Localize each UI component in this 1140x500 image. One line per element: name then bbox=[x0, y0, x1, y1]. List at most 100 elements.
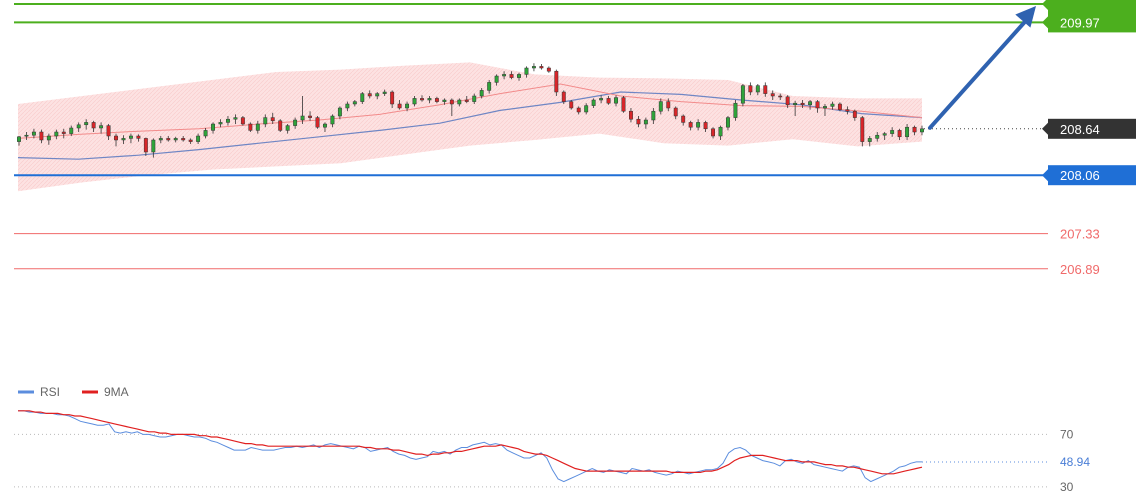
candle-body bbox=[808, 101, 813, 106]
candle bbox=[427, 96, 432, 104]
candle-body bbox=[830, 103, 835, 107]
candle bbox=[643, 117, 648, 129]
candle-body bbox=[875, 134, 880, 139]
candle bbox=[285, 124, 290, 134]
candle-body bbox=[211, 123, 215, 131]
candle bbox=[106, 124, 111, 140]
candle bbox=[823, 104, 827, 116]
candle-body bbox=[576, 107, 581, 113]
candle-body bbox=[479, 90, 484, 97]
candle-body bbox=[405, 103, 410, 109]
candle bbox=[248, 122, 253, 132]
candle bbox=[360, 92, 365, 104]
candle bbox=[211, 122, 215, 134]
candle bbox=[718, 125, 723, 140]
candle bbox=[128, 133, 133, 144]
candle-body bbox=[330, 115, 335, 125]
candle bbox=[733, 100, 738, 121]
candle-body bbox=[815, 101, 820, 109]
candle bbox=[61, 128, 66, 139]
moving-average-slow bbox=[17, 91, 923, 160]
candle bbox=[54, 129, 59, 140]
candle-body bbox=[920, 128, 924, 133]
candle bbox=[509, 71, 514, 80]
candle bbox=[778, 93, 783, 100]
candle-body bbox=[651, 110, 656, 121]
candle-body bbox=[121, 138, 126, 141]
candle-body bbox=[203, 130, 208, 137]
candle bbox=[875, 132, 880, 142]
candle-body bbox=[606, 98, 611, 104]
candle bbox=[860, 116, 865, 147]
candle-body bbox=[84, 122, 89, 126]
candle bbox=[420, 95, 424, 102]
candle bbox=[226, 116, 230, 126]
legend-label-rsi: RSI bbox=[40, 385, 60, 399]
candle-body bbox=[755, 85, 760, 93]
rsi-level-30-label: 30 bbox=[1060, 480, 1074, 494]
candle bbox=[584, 103, 589, 115]
candle bbox=[330, 114, 335, 128]
candle bbox=[158, 136, 163, 144]
candle bbox=[629, 108, 633, 123]
candle bbox=[502, 71, 507, 80]
candle bbox=[405, 101, 410, 112]
candle-body bbox=[17, 136, 21, 142]
candle-body bbox=[352, 101, 357, 105]
candle-body bbox=[629, 110, 633, 120]
candle bbox=[300, 96, 305, 124]
candle-body bbox=[449, 99, 454, 105]
candle-body bbox=[173, 138, 178, 141]
candle-body bbox=[255, 123, 260, 131]
candle bbox=[69, 125, 74, 136]
resistance-1-badge-pointer bbox=[1042, 0, 1048, 10]
candle bbox=[76, 122, 81, 132]
candle bbox=[99, 122, 104, 134]
candle bbox=[905, 124, 910, 140]
candle bbox=[121, 135, 126, 144]
candle-body bbox=[770, 93, 775, 97]
candle bbox=[681, 114, 686, 126]
candle-body bbox=[785, 96, 790, 106]
candle bbox=[479, 88, 484, 99]
bollinger-band bbox=[18, 62, 922, 192]
candle-body bbox=[569, 101, 574, 109]
candle-body bbox=[666, 101, 671, 109]
candle bbox=[591, 98, 596, 108]
candle-body bbox=[860, 117, 865, 142]
candle-body bbox=[151, 139, 156, 153]
candle bbox=[166, 136, 171, 142]
candle-body bbox=[412, 98, 417, 105]
candle-body bbox=[688, 122, 693, 128]
candle-body bbox=[882, 133, 887, 136]
candle bbox=[524, 66, 529, 78]
support-3-label: 206.89 bbox=[1060, 262, 1100, 277]
candle-body bbox=[397, 103, 402, 109]
candle bbox=[464, 96, 469, 104]
support-1-badge bbox=[1048, 165, 1136, 186]
candle-body bbox=[434, 98, 439, 102]
price-levels bbox=[14, 3, 1048, 270]
candle-body bbox=[733, 102, 738, 118]
candle-body bbox=[509, 74, 514, 78]
candle bbox=[315, 116, 320, 129]
moving-averages bbox=[17, 83, 923, 160]
candle-body bbox=[54, 131, 59, 137]
candle-body bbox=[517, 74, 521, 78]
candle bbox=[696, 119, 701, 131]
candle-body bbox=[837, 103, 842, 110]
candle-body bbox=[539, 66, 544, 69]
candle bbox=[352, 100, 357, 107]
candle-body bbox=[114, 135, 118, 141]
rsi-panel: RSI 9MA 70 30 48.94 bbox=[14, 385, 1090, 494]
candle-body bbox=[524, 67, 529, 75]
candle-body bbox=[718, 126, 723, 137]
candle bbox=[151, 138, 156, 158]
candle bbox=[46, 133, 51, 145]
candle-body bbox=[285, 125, 290, 131]
candle bbox=[763, 82, 768, 97]
candle-body bbox=[472, 95, 477, 102]
candle-body bbox=[128, 135, 133, 139]
candle bbox=[240, 116, 245, 126]
